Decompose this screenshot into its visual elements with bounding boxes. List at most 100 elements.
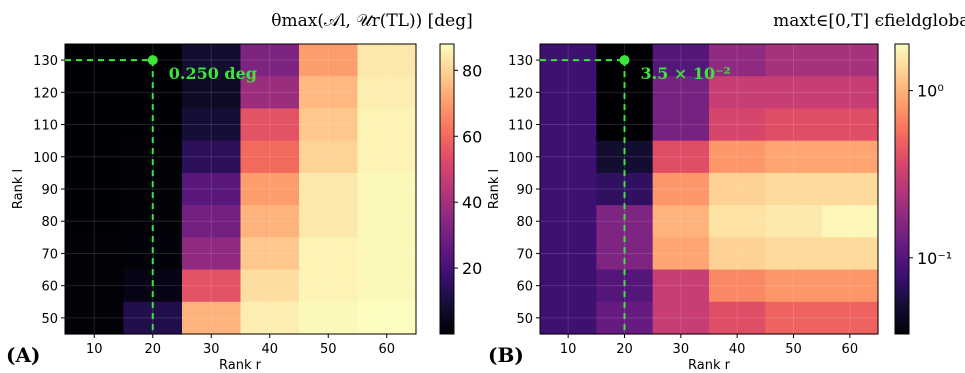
panel-a-x-axis-label: Rank r <box>219 358 262 373</box>
x-tick-label: 10 <box>86 342 103 357</box>
colorbar-tick-label: 20 <box>462 259 482 278</box>
heatmap-cell <box>357 44 417 77</box>
panel-b-marker: 3.5 × 10⁻² <box>540 55 731 334</box>
panel-b-x-ticks: 10 20 30 40 50 60 <box>560 334 858 357</box>
heatmap-cell <box>65 172 125 206</box>
heatmap-cell <box>357 172 417 206</box>
heatmap-cell <box>299 44 359 77</box>
heatmap-cell <box>821 172 879 206</box>
heatmap-cell <box>65 76 125 110</box>
heatmap-cell <box>652 76 710 110</box>
heatmap-cell <box>652 44 710 77</box>
y-tick-label: 130 <box>33 54 58 69</box>
y-tick-label: 100 <box>508 151 533 166</box>
heatmap-cell <box>652 237 710 271</box>
heatmap-cell <box>596 205 654 238</box>
x-tick-label: 50 <box>785 342 802 357</box>
heatmap-cell <box>709 108 766 142</box>
y-tick-label: 80 <box>516 215 533 230</box>
heatmap-cell <box>240 108 300 142</box>
panel-b-title: maxt∈[0,T] ϵfieldglobal(t) <box>773 11 965 31</box>
heatmap-cell <box>240 205 300 238</box>
heatmap-cell <box>765 44 823 77</box>
panel-b-y-ticks: 130 120 110 100 90 80 70 60 50 <box>508 54 540 327</box>
y-tick-label: 80 <box>41 215 58 230</box>
heatmap-cell <box>540 108 597 142</box>
y-tick-label: 110 <box>33 119 58 134</box>
heatmap-cell <box>299 237 359 271</box>
heatmap-cell <box>652 269 710 303</box>
heatmap-cell <box>123 172 183 206</box>
heatmap-cell <box>123 140 183 174</box>
y-tick-label: 110 <box>508 119 533 134</box>
heatmap-cell <box>709 301 766 335</box>
heatmap-cell <box>765 76 823 110</box>
y-tick-label: 50 <box>516 312 533 327</box>
y-tick-label: 90 <box>516 183 533 198</box>
heatmap-cell <box>765 237 823 271</box>
panel-b: maxt∈[0,T] ϵfieldglobal(t) 130 120 110 100 9… <box>487 11 965 373</box>
y-tick-label: 120 <box>508 86 533 101</box>
heatmap-cell <box>240 237 300 271</box>
panel-b-y-axis-label: Rank l <box>487 169 502 209</box>
heatmap-cell <box>765 301 823 335</box>
heatmap-cell <box>357 205 417 238</box>
panel-a: θmax(𝒜l, 𝒰r(TL)) [deg] 130 120 110 100 90 80 7… <box>6 11 482 373</box>
heatmap-cell <box>709 172 766 206</box>
heatmap-cell <box>357 237 417 271</box>
heatmap-cell <box>240 269 300 303</box>
panel-a-y-axis-label: Rank l <box>11 169 26 209</box>
heatmap-cell <box>240 76 300 110</box>
colorbar-tick-label: 40 <box>462 193 482 212</box>
heatmap-cell <box>821 44 879 77</box>
heatmap-cell <box>299 269 359 303</box>
heatmap-cell <box>123 205 183 238</box>
heatmap-cell <box>709 44 766 77</box>
heatmap-cell <box>652 172 710 206</box>
heatmap-cell <box>182 205 242 238</box>
heatmap-cell <box>821 301 879 335</box>
heatmap-cell <box>540 269 597 303</box>
heatmap-cell <box>709 76 766 110</box>
panel-a-label: (A) <box>6 343 40 367</box>
heatmap-cell <box>540 301 597 335</box>
heatmap-cell <box>240 140 300 174</box>
heatmap-cell <box>123 237 183 271</box>
heatmap-cell <box>299 76 359 110</box>
x-tick-label: 20 <box>144 342 161 357</box>
heatmap-cell <box>821 205 879 238</box>
heatmap-cell <box>652 205 710 238</box>
x-tick-label: 30 <box>203 342 220 357</box>
marker-point <box>147 55 158 66</box>
y-tick-label: 120 <box>33 86 58 101</box>
x-tick-label: 20 <box>616 342 633 357</box>
heatmap-cell <box>299 301 359 335</box>
heatmap-cell <box>357 140 417 174</box>
heatmap-cell <box>299 205 359 238</box>
heatmap-cell <box>240 44 300 77</box>
heatmap-cell <box>540 205 597 238</box>
panel-b-colorbar-ticks: 10⁰ 10⁻¹ <box>909 82 952 268</box>
x-tick-label: 60 <box>842 342 859 357</box>
colorbar-tick-label: 10⁻¹ <box>917 249 952 268</box>
heatmap-cell <box>65 301 125 335</box>
heatmap-cell <box>240 301 300 335</box>
heatmap-cell <box>596 140 654 174</box>
x-tick-label: 40 <box>261 342 278 357</box>
y-tick-label: 50 <box>41 312 58 327</box>
panel-a-title: θmax(𝒜l, 𝒰r(TL)) [deg] <box>271 11 472 31</box>
heatmap-cell <box>182 237 242 271</box>
heatmap-cell <box>821 108 879 142</box>
heatmap-cell <box>123 76 183 110</box>
heatmap-cell <box>652 140 710 174</box>
marker-point <box>619 55 630 66</box>
heatmap-cell <box>123 108 183 142</box>
y-tick-label: 60 <box>516 280 533 295</box>
panel-a-marker: 0.250 deg <box>65 55 257 334</box>
heatmap-cell <box>182 108 242 142</box>
heatmap-cell <box>182 76 242 110</box>
heatmap-cell <box>65 237 125 271</box>
panel-a-x-ticks: 10 20 30 40 50 60 <box>86 334 395 357</box>
heatmap-cell <box>709 237 766 271</box>
